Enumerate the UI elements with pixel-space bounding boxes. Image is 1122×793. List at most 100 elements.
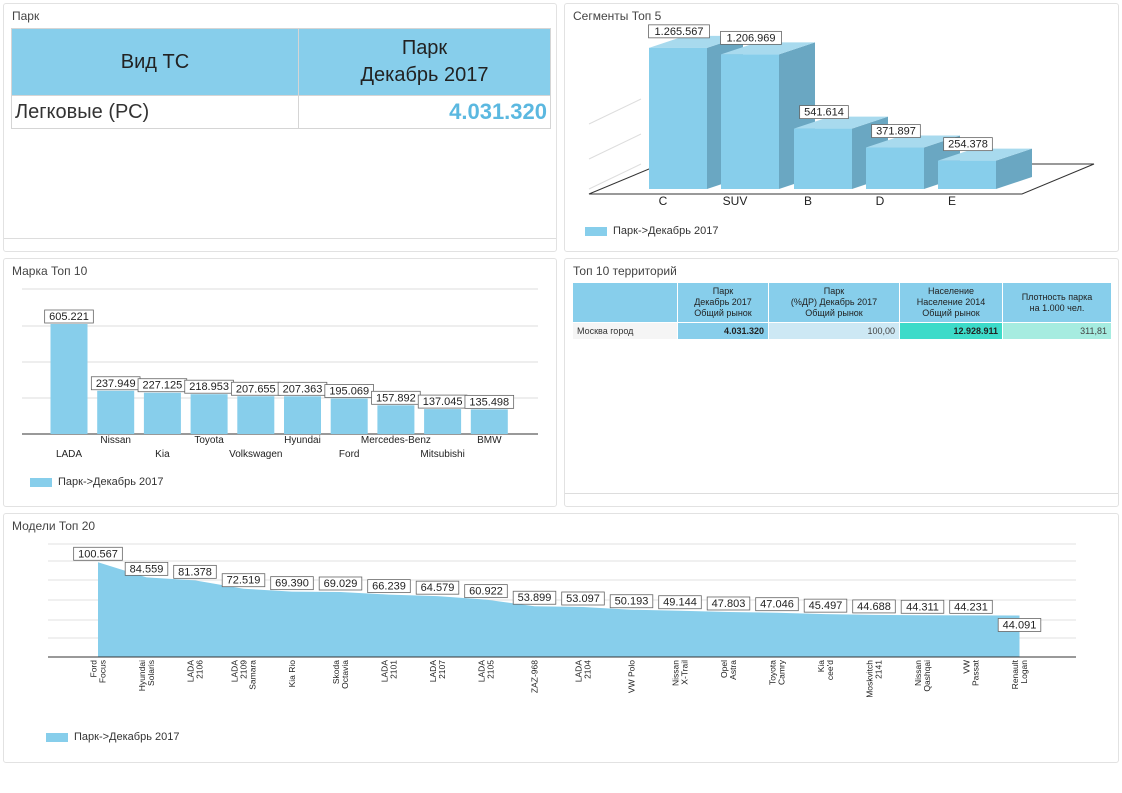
value-label-0: 605.221	[49, 311, 89, 323]
bar-Volkswagen	[237, 396, 275, 434]
tick-label-14: Toyota Camry	[768, 659, 787, 685]
value-label-19: 44.091	[1003, 619, 1037, 631]
value-label-1: 1.206.969	[727, 32, 776, 44]
bar-top-SUV	[721, 42, 815, 55]
tick-label-line: Logan	[1019, 660, 1029, 684]
header-density-l2: на 1.000 чел.	[1029, 302, 1085, 313]
bar-E	[938, 160, 996, 189]
bar-D	[866, 147, 924, 189]
value-label-18: 44.231	[954, 601, 988, 613]
tick-label-8: LADA 2105	[477, 660, 496, 683]
header-pop-l2: Население 2014	[916, 297, 986, 307]
header-park-l3: Общий рынок	[694, 308, 752, 318]
value-label-6: 195.069	[329, 386, 369, 398]
value-label-7: 64.579	[421, 582, 455, 594]
tick-label-line: 2107	[437, 660, 447, 679]
header-share-l2: (%ДР) Декабрь 2017	[790, 297, 878, 307]
value-label-10-box	[561, 591, 605, 606]
bar-C	[649, 47, 707, 189]
tick-label-3: LADA 2109 Samara	[230, 660, 258, 690]
value-label-19-box	[997, 618, 1042, 632]
cell-park: 4.031.320	[677, 322, 769, 340]
tick-label-line: 2104	[583, 660, 593, 679]
header-park-l2: Декабрь 2017	[694, 297, 752, 307]
bar-SUV	[721, 54, 779, 190]
tick-label-6: LADA 2101	[380, 660, 399, 683]
legend-label: Парк->Декабрь 2017	[74, 731, 180, 743]
bar-top-C	[649, 35, 743, 48]
value-label-17: 44.311	[906, 601, 939, 613]
cell-name: Москва город	[572, 322, 678, 340]
brands-chart: 605.221 LADA 237.949 Nissan 227.125 Kia 218.95…	[22, 288, 538, 460]
tick-label-4: Kia Rio	[287, 660, 297, 688]
tick-label-line: Passat	[971, 659, 981, 686]
segments-panel: Сегменты Топ 5 1.265.567 C 1.206.969 SUV 541…	[564, 3, 1119, 252]
territories-table: Парк Декабрь 2017 Общий рынок Парк (%ДР)…	[572, 282, 1112, 340]
tick-label-2: Kia	[155, 449, 170, 460]
value-label-0-box	[73, 546, 123, 561]
park-table: Вид ТС Парк Декабрь 2017 Легковые (РС) 4…	[11, 28, 551, 129]
value-label-0-box	[648, 24, 710, 39]
tick-label-0: Ford Focus	[89, 660, 108, 683]
value-label-2: 227.125	[143, 380, 183, 392]
value-label-12-box	[658, 595, 702, 610]
tick-label-3: D	[876, 194, 885, 208]
grid-line-0	[588, 98, 642, 125]
value-label-5: 69.029	[324, 578, 358, 590]
cell-population: 12.928.911	[899, 322, 1003, 340]
tick-label-line: LADA	[380, 660, 390, 683]
legend-swatch	[46, 732, 68, 742]
cell-density: 311,81	[1002, 322, 1112, 340]
models-panel: Модели Топ 20 100.567 Ford Focus 84.559 Hyun…	[3, 513, 1119, 763]
bar-Ford	[330, 398, 368, 434]
tick-label-line: Moskvitch	[865, 660, 875, 698]
tick-label-line: Astra	[728, 660, 738, 680]
tick-label-11: VW Polo	[627, 660, 637, 693]
value-label-2: 81.378	[178, 566, 212, 578]
header-park-line2: Декабрь 2017	[360, 64, 489, 86]
tick-label-line: Kia Rio	[287, 660, 297, 688]
tick-label-line: LADA	[428, 660, 438, 683]
tick-label-4: Volkswagen	[229, 449, 282, 460]
tick-label-line: Camry	[777, 659, 787, 685]
tick-label-line: LADA	[186, 660, 196, 683]
value-label-4: 207.655	[236, 383, 276, 395]
tick-label-line: Samara	[248, 660, 258, 690]
tick-label-19: Renault Logan	[1010, 659, 1029, 689]
brands-panel: Марка Топ 10 605.221 LADA 237.949 Nissan 227…	[3, 258, 557, 507]
tick-label-6: Ford	[339, 449, 360, 460]
park-panel: Парк Вид ТС Парк Декабрь 2017 Легковые (…	[3, 3, 557, 252]
value-label-4: 254.378	[948, 139, 988, 151]
bar-Kia	[143, 392, 181, 434]
tick-label-line: Nissan	[913, 660, 923, 686]
area-series	[98, 562, 1020, 657]
header-park-l1: Парк	[712, 286, 734, 296]
tick-label-line: Qashqai	[922, 660, 932, 692]
value-label-8: 137.045	[423, 396, 463, 408]
grid-line-1	[588, 133, 642, 160]
value-label-14-box	[755, 597, 799, 612]
value-label-5: 207.363	[283, 383, 323, 395]
value-label-6-box	[367, 579, 411, 594]
tick-label-12: Nissan X-Trail	[671, 660, 690, 686]
panel-bottom-line	[565, 493, 1118, 494]
bar-BMW	[470, 409, 508, 434]
legend-label: Парк->Декабрь 2017	[58, 476, 164, 488]
tick-label-line: Focus	[98, 660, 108, 683]
tick-label-10: LADA 2104	[574, 660, 593, 683]
tick-label-line: VW	[962, 660, 972, 674]
value-label-12: 49.144	[663, 597, 697, 609]
panel-title: Модели Топ 20	[12, 519, 96, 533]
header-pop-l3: Общий рынок	[922, 308, 980, 318]
header-name	[572, 282, 678, 323]
value-label-9: 53.899	[518, 592, 552, 604]
value-label-2-box	[799, 105, 849, 119]
value-label-3-box	[871, 124, 921, 138]
value-label-16: 44.688	[857, 601, 891, 613]
header-density-l1: Плотность парка	[1021, 291, 1093, 302]
grid-line-2	[588, 163, 642, 190]
tick-label-line: Skoda	[331, 660, 341, 684]
tick-label-13: Opel Astra	[719, 660, 738, 680]
tick-label-4: E	[948, 194, 956, 208]
tick-label-line: ZAZ-968	[530, 660, 540, 693]
